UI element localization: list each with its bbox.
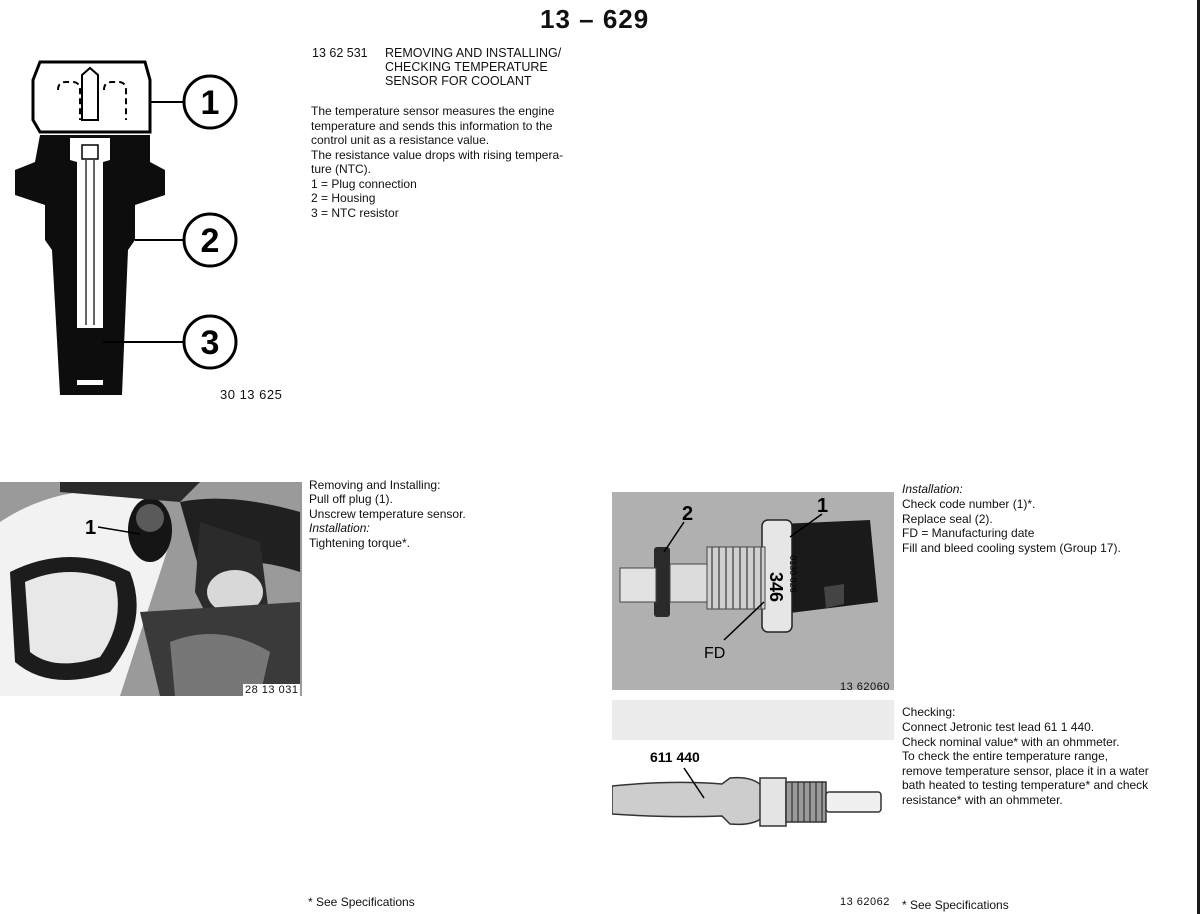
- test-lead-photo: 611 440: [612, 700, 894, 830]
- sensor-photo-callout-2: 2: [682, 503, 693, 525]
- sensor-photo-callout-1: 1: [817, 495, 828, 517]
- footnote-right: * See Specifications: [902, 898, 1009, 912]
- installation-heading: Installation:: [902, 482, 963, 496]
- checking-heading: Checking:: [902, 705, 956, 719]
- diagram-reference: 30 13 625: [220, 387, 283, 402]
- sensor-part-photo: 346 0130 026 2 1 FD: [612, 492, 894, 690]
- footnote-left: * See Specifications: [308, 895, 415, 909]
- installation-body: Check code number (1)*. Replace seal (2)…: [902, 497, 1121, 555]
- sensor-code-346: 346: [766, 572, 786, 602]
- test-lead-callout: 611 440: [650, 749, 700, 765]
- page-edge: [1197, 0, 1200, 914]
- callout-1: 1: [201, 84, 220, 122]
- sensor-cutaway-diagram: 1 2 3: [15, 60, 238, 395]
- engine-bay-photo: 1: [0, 482, 302, 696]
- section-code: 13 62 531: [312, 46, 368, 60]
- engine-photo-callout-1: 1: [85, 517, 96, 539]
- checking-body: Connect Jetronic test lead 61 1 440. Che…: [902, 720, 1149, 807]
- sensor-photo-reference: 13 62060: [840, 681, 890, 693]
- removing-install-heading: Installation:: [309, 521, 370, 535]
- sensor-part-number: 0130 026: [788, 555, 798, 593]
- removing-body: Pull off plug (1). Unscrew temperature s…: [309, 492, 466, 521]
- section-title-line-2: CHECKING TEMPERATURE: [385, 60, 548, 74]
- callout-3: 3: [201, 324, 220, 362]
- removing-install-body: Tightening torque*.: [309, 536, 410, 550]
- page-number: 13 – 629: [540, 4, 650, 34]
- removing-heading: Removing and Installing:: [309, 478, 441, 492]
- callout-2: 2: [201, 222, 220, 260]
- section-title-line-1: REMOVING AND INSTALLING/: [385, 46, 562, 60]
- sensor-photo-callout-fd: FD: [704, 645, 725, 662]
- section-title-line-3: SENSOR FOR COOLANT: [385, 74, 532, 88]
- engine-photo-reference: 28 13 031: [243, 684, 301, 696]
- test-lead-photo-reference: 13 62062: [840, 896, 890, 908]
- section-description: The temperature sensor measures the engi…: [311, 104, 564, 220]
